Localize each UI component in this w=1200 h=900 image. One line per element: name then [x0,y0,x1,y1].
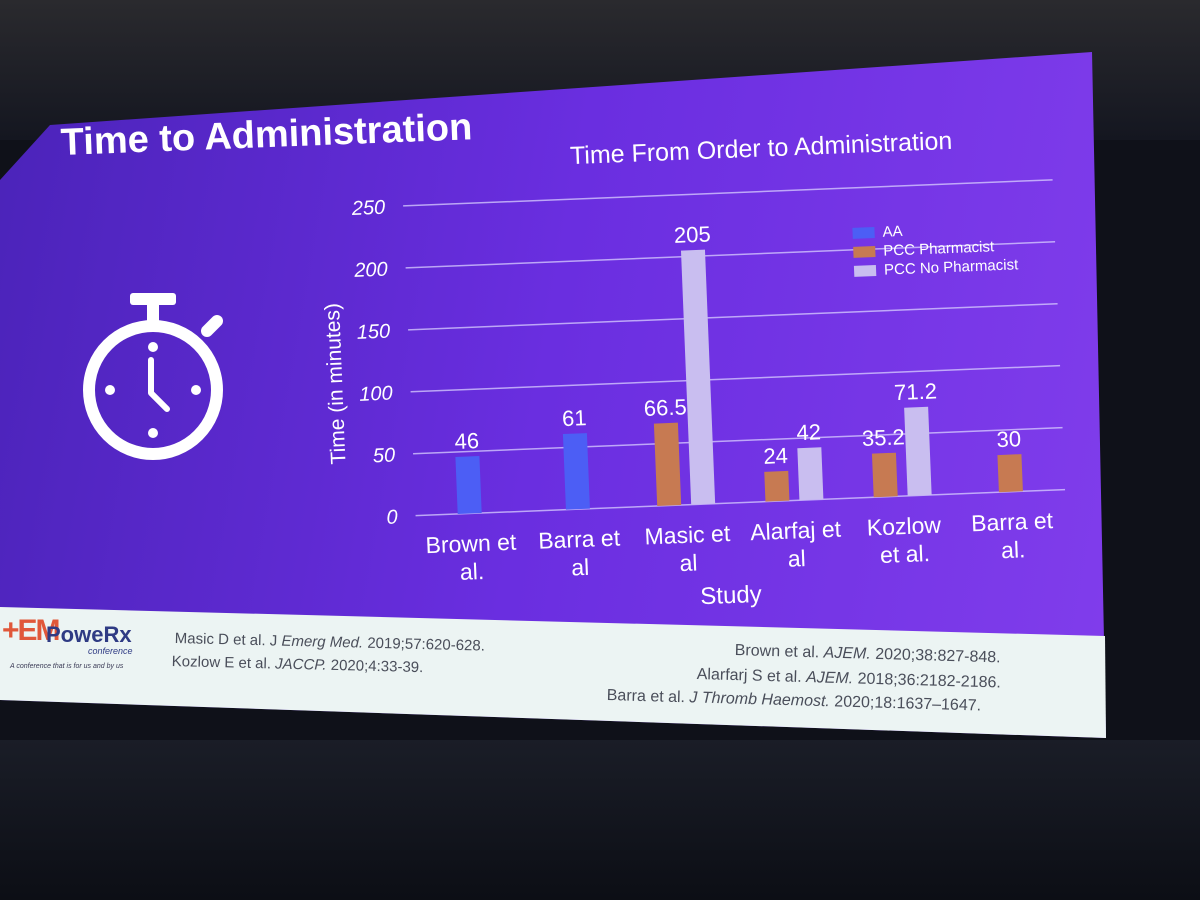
x-tick-label: Masic et [644,520,731,549]
data-label: 24 [763,443,788,469]
x-tick-label: al [571,554,590,581]
bars [455,249,1023,514]
bar-aa [455,456,482,514]
data-label: 205 [674,221,712,247]
bar-pcc-pharmacist [997,454,1023,493]
x-tick-label: Kozlow [866,512,942,541]
y-tick-label: 150 [356,321,390,344]
bar-pcc-no-pharmacist [680,249,716,505]
gridlines [403,179,1066,517]
x-axis-label: Study [700,581,762,610]
gridline [413,426,1063,455]
gridline [415,488,1066,517]
y-tick-label: 100 [359,383,393,406]
x-tick-label: Alarfaj et [750,516,842,546]
x-tick-label: Brown et [425,529,517,559]
gridline [403,179,1053,207]
data-label: 46 [454,428,479,454]
chart-title: Time From Order to Administration [569,127,952,170]
gridline [410,364,1061,393]
logo-mark: +EM [2,614,61,647]
data-label: 66.5 [643,394,687,421]
room-wall-bottom [0,740,1200,900]
y-tick-label: 50 [372,444,395,467]
legend-swatch [853,246,876,258]
stopwatch-icon [83,293,223,460]
data-labels: 46 61 66.5 205 24 42 35.2 71.2 30 [454,221,1021,469]
legend-label: PCC No Pharmacist [884,256,1020,278]
bar-pcc-pharmacist [764,470,790,502]
bar-pcc-no-pharmacist [797,447,824,501]
data-label: 30 [996,426,1021,452]
x-tick-label: al. [459,558,484,585]
legend-label: AA [882,223,903,241]
bar-chart: Time From Order to Administration 0 50 100… [321,127,1066,610]
data-label: 71.2 [894,378,938,405]
bar-pcc-pharmacist [871,452,898,498]
y-tick-label: 200 [353,259,388,282]
x-tick-label: al. [1001,536,1026,563]
bar-pcc-pharmacist [653,422,682,506]
bar-pcc-no-pharmacist [904,406,932,496]
y-tick-label: 250 [350,197,385,220]
x-tick-label: al [787,545,806,572]
gridline [408,302,1058,331]
logo-tagline: A conference that is for us and by us [10,663,124,670]
x-tick-label: et al. [880,540,931,568]
gridline [405,241,1056,269]
powerx-logo: +EM PoweRx conference A conference that … [2,612,162,682]
data-label: 42 [796,419,821,445]
y-axis-ticks: 0 50 100 150 200 250 [350,197,398,529]
data-label: 61 [562,405,587,431]
legend-swatch [853,264,877,277]
y-tick-label: 0 [386,506,398,528]
legend-swatch [852,227,875,239]
x-tick-label: Barra et [971,507,1054,536]
logo-subtitle: conference [88,646,133,656]
logo-name: PoweRx [46,622,132,647]
legend-label: PCC Pharmacist [883,238,995,259]
x-tick-label: al [679,549,698,576]
x-tick-label: Barra et [538,524,621,553]
y-axis-label: Time (in minutes) [321,303,350,465]
data-label: 35.2 [861,424,905,451]
bar-aa [562,433,590,510]
